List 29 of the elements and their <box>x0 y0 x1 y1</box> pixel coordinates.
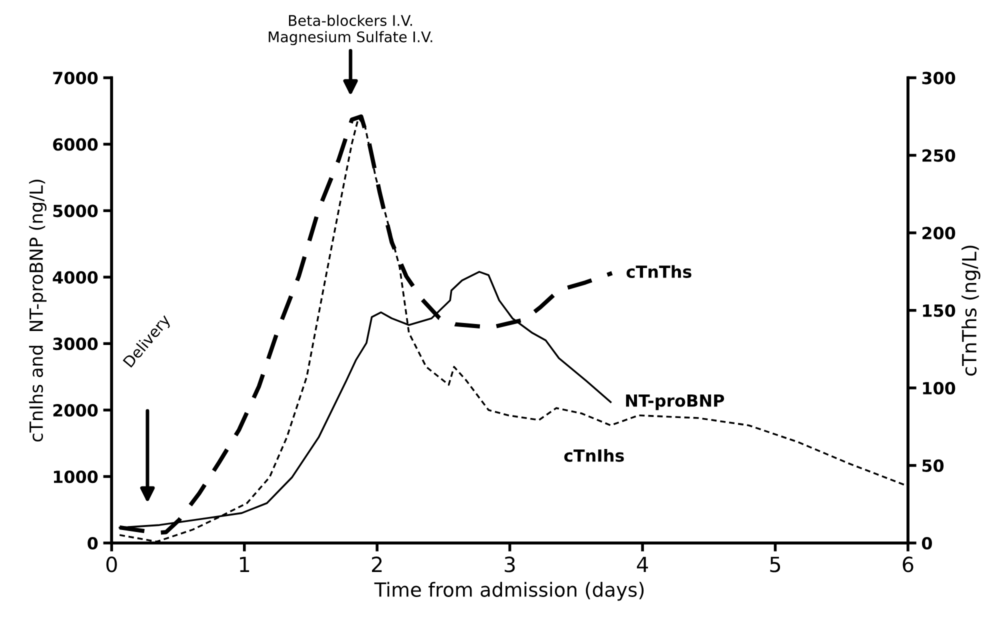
series-label: NT-proBNP <box>626 394 724 410</box>
y-tick-label: 6000 <box>53 138 98 151</box>
x-tick-label: 5 <box>770 556 780 572</box>
x-tick-label: 2 <box>372 556 382 572</box>
x-axis-title: Time from admission (days) <box>374 582 644 601</box>
y2-tick-label: 100 <box>923 382 956 394</box>
y-tick-label: 7000 <box>53 72 98 84</box>
y2-tick-label: 0 <box>922 536 932 550</box>
series-label: cTnIhs <box>564 448 624 462</box>
y-tick-label: 3000 <box>53 338 98 350</box>
x-tick-label: 1 <box>240 556 250 572</box>
x-tick-label: 0 <box>106 556 117 572</box>
y-tick-label: 1000 <box>54 470 98 484</box>
y-tick-label: 5000 <box>53 204 98 218</box>
series-label: cTnThs <box>626 265 692 278</box>
y-axis-title: cTnIhs and NT-proBNP (ng/L) <box>29 180 47 442</box>
text: Beta-blockers I.V. Magnesium Sulfate I.V. <box>268 14 432 46</box>
y2-tick-label: 50 <box>922 459 944 472</box>
x-tick-label: 3 <box>504 556 515 572</box>
y-tick-label: 2000 <box>53 404 98 417</box>
y-tick-label: 4000 <box>52 271 98 284</box>
x-tick-label: 4 <box>636 556 648 572</box>
y2-tick-label: 200 <box>922 226 956 240</box>
y2-tick-label: 150 <box>923 304 956 317</box>
y-tick-label: 0 <box>88 536 98 550</box>
y2-tick-label: 250 <box>922 149 956 162</box>
x-tick-label: 6 <box>902 556 914 572</box>
y2-tick-label: 300 <box>922 72 956 84</box>
y2-axis-title: cTnThs (ng/L) <box>962 246 980 376</box>
